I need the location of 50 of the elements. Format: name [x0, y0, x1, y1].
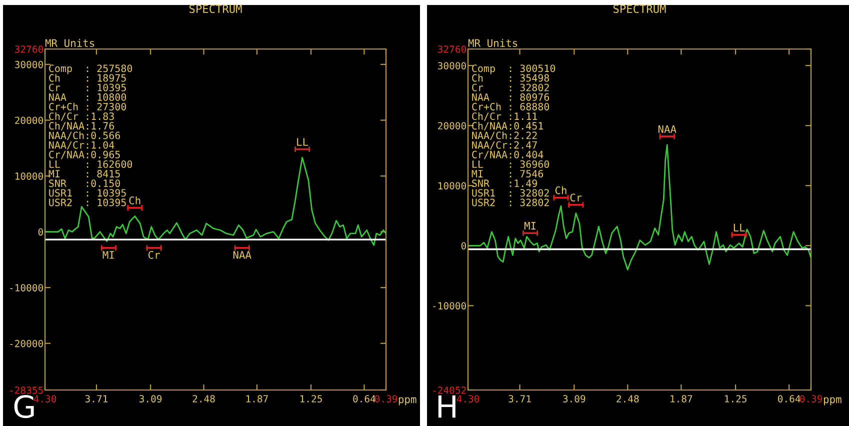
x-tick-label: 4.30 — [34, 395, 56, 402]
chart-title: SPECTRUM — [189, 4, 242, 14]
annotation: NAA — [658, 125, 676, 133]
x-tick-label: 0.64 — [778, 395, 800, 402]
annotation: LL — [297, 138, 308, 146]
y-axis-title: MR Units — [45, 38, 94, 47]
x-tick-label: 3.71 — [85, 395, 108, 402]
y-tick-label: 32760 — [14, 46, 43, 53]
x-tick-label: 0.39 — [800, 395, 822, 402]
x-tick-label: 2.48 — [192, 395, 215, 402]
y-tick-label: 0 — [38, 228, 43, 236]
text: H — [438, 395, 456, 418]
y-tick-label: -28355 — [10, 386, 43, 394]
annotation: LL — [734, 224, 745, 232]
chart-title: SPECTRUM — [613, 4, 666, 14]
annotation: Ch — [129, 196, 140, 204]
y-tick-label: -10000 — [10, 284, 43, 292]
x-tick-label: 3.71 — [508, 395, 531, 402]
x-tick-label: 1.87 — [670, 395, 692, 402]
annotation: NAA — [233, 251, 252, 259]
y-tick-label: 32760 — [438, 46, 466, 53]
annotation: Ch — [555, 186, 566, 194]
y-axis-title: MR Units — [468, 38, 518, 47]
x-tick-label: 1.25 — [725, 395, 746, 402]
y-tick-label: 30000 — [438, 62, 466, 70]
y-tick-label: 30000 — [14, 60, 43, 68]
x-tick-label: 0.39 — [374, 395, 398, 402]
x-axis-title: ppm — [824, 397, 842, 406]
x-tick-label: 1.87 — [246, 395, 268, 402]
x-axis-title: ppm — [398, 397, 416, 406]
y-tick-label: -20000 — [10, 340, 43, 348]
x-tick-label: 2.48 — [616, 395, 639, 402]
text: Comp : 300510 Ch : 35498 Cr : 32802 NAA : 80976 Cr+Ch : 68880 Ch/Cr :1.11 Ch/NAA:0.451 NAA/Ch:2.22 NAA/Cr:2.47 Cr/NAA:0.404 LL : 36960 MI : 7546 SNR :1.49 USR1 : 32802 USR2 : 32802 — [472, 64, 556, 206]
y-tick-label: 20000 — [15, 116, 43, 124]
y-tick-label: 20000 — [438, 122, 466, 130]
y-tick-label: 10000 — [438, 182, 466, 190]
x-tick-label: 0.64 — [353, 395, 376, 402]
y-tick-label: -10000 — [433, 302, 466, 310]
y-tick-label: 10000 — [16, 172, 43, 180]
y-tick-label: -24052 — [433, 386, 466, 394]
text: G — [14, 394, 34, 418]
x-tick-label: 3.09 — [563, 395, 586, 402]
annotation: Cr — [148, 250, 160, 259]
annotation: MI — [524, 222, 536, 230]
x-tick-label: 4.30 — [456, 395, 480, 402]
annotation: Cr — [570, 194, 582, 202]
annotation: MI — [102, 251, 114, 259]
y-tick-label: 0 — [461, 242, 466, 250]
x-tick-label: 1.25 — [300, 395, 322, 402]
x-tick-label: 3.09 — [139, 395, 162, 402]
